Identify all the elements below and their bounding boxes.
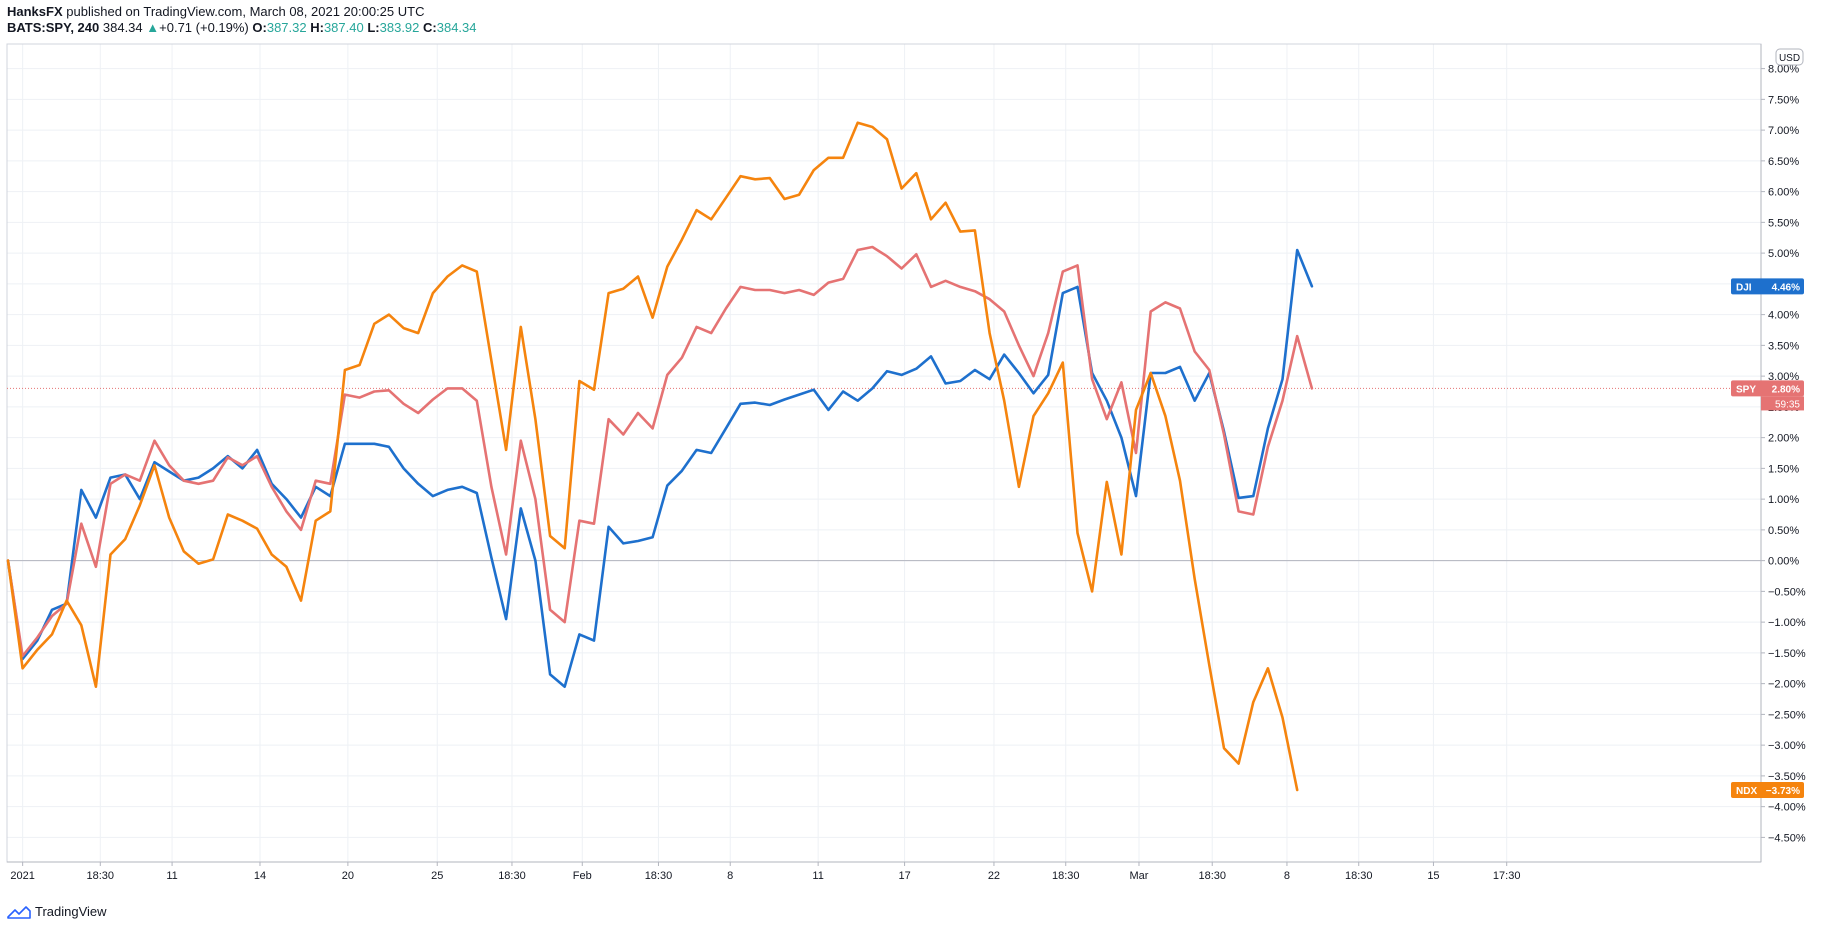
x-tick-label: 18:30 [645,870,673,882]
symbol-legend: BATS:SPY, 240 384.34 ▲+0.71 (+0.19%) O:3… [7,20,477,35]
x-tick-label: 18:30 [87,870,115,882]
x-tick-label: 18:30 [498,870,526,882]
plot-frame [6,43,1762,863]
series-lines [6,121,1314,792]
last-value-label-ndx[interactable]: NDX −3.73% [1731,782,1804,799]
published-text: published on TradingView.com, March 08, … [66,4,425,19]
y-tick-label: 0.00% [1768,556,1799,568]
x-tick-label: 17:30 [1493,870,1521,882]
time-axis: 2021 18:30 11 14 20 25 18:30 Feb 18:30 8 11 17 22 18:… [10,862,1520,882]
open-label: O: [252,20,267,35]
y-tick-label: −4.00% [1768,802,1806,814]
currency-label: USD [1779,53,1800,64]
series-last-value: −3.73% [1766,786,1800,797]
series-name: NDX [1736,786,1757,797]
price-axis: 8.00%7.50%7.00%6.50%6.00%5.50%5.00%4.50%… [1761,64,1806,844]
close-value: 384.34 [436,20,477,35]
series-line-dji[interactable] [6,248,1314,689]
y-tick-label: −1.00% [1768,617,1806,629]
x-tick-label: 15 [1427,870,1439,882]
x-tick-label: 18:30 [1198,870,1226,882]
y-tick-label: −3.50% [1768,771,1806,783]
y-tick-label: 0.50% [1768,525,1799,537]
publish-info: HanksFX published on TradingView.com, Ma… [7,4,424,19]
open-value: 387.32 [266,20,307,35]
symbol-name[interactable]: BATS:SPY, 240 [7,20,100,35]
y-tick-label: −4.50% [1768,832,1806,844]
y-tick-label: −2.00% [1768,679,1806,691]
x-tick-label: 2021 [10,870,34,882]
y-tick-label: 7.50% [1768,94,1799,106]
currency-badge[interactable]: USD [1775,48,1804,66]
x-tick-label: 17 [898,870,910,882]
countdown-label: 59:35 [1761,396,1804,411]
y-tick-label: 6.00% [1768,187,1799,199]
x-tick-label: Feb [573,870,592,882]
x-tick-label: 20 [342,870,354,882]
footer-brand[interactable]: TradingView [7,904,107,919]
series-name: SPY [1736,384,1756,395]
y-tick-label: 4.00% [1768,310,1799,322]
last-value-label-spy[interactable]: SPY 2.80% [1731,380,1804,397]
y-tick-label: 5.50% [1768,217,1799,229]
series-line-spy[interactable] [6,245,1314,658]
last-price: 384.34 [102,20,143,35]
y-tick-label: 3.00% [1768,371,1799,383]
x-tick-label: 11 [812,870,823,882]
x-tick-label: 18:30 [1052,870,1080,882]
x-tick-label: Mar [1130,870,1149,882]
y-tick-label: 8.00% [1768,64,1799,76]
up-arrow-icon: ▲ [146,20,160,35]
countdown-value: 59:35 [1775,399,1800,410]
x-tick-label: 14 [254,870,266,882]
high-label: H: [310,20,324,35]
y-tick-label: 7.00% [1768,125,1799,137]
series-line-ndx[interactable] [6,121,1299,792]
y-tick-label: 6.50% [1768,156,1799,168]
price-change: +0.71 (+0.19%) [159,20,249,35]
y-tick-label: −0.50% [1768,586,1806,598]
tradingview-logo-icon [7,905,31,919]
y-tick-label: −2.50% [1768,709,1806,721]
close-label: C: [423,20,437,35]
chart-grid [7,44,1761,862]
low-value: 383.92 [379,20,420,35]
series-last-value: 2.80% [1772,384,1800,395]
y-tick-label: 5.00% [1768,248,1799,260]
y-tick-label: 2.00% [1768,433,1799,445]
x-tick-label: 22 [988,870,1000,882]
y-tick-label: 1.50% [1768,463,1799,475]
series-last-value: 4.46% [1772,282,1800,293]
x-tick-label: 18:30 [1345,870,1373,882]
y-tick-label: −1.50% [1768,648,1806,660]
x-tick-label: 8 [727,870,733,882]
x-tick-label: 25 [431,870,443,882]
y-tick-label: 3.50% [1768,340,1799,352]
series-name: DJI [1736,282,1752,293]
x-tick-label: 8 [1284,870,1290,882]
brand-name: TradingView [35,904,107,919]
low-label: L: [367,20,380,35]
reference-lines [7,387,1761,562]
x-tick-label: 11 [166,870,177,882]
y-tick-label: 1.00% [1768,494,1799,506]
author-name[interactable]: HanksFX [7,4,63,19]
last-value-label-dji[interactable]: DJI 4.46% [1731,278,1804,295]
series-last-labels: DJI 4.46% SPY 2.80% 59:35 NDX −3.73% [1731,278,1804,799]
high-value: 387.40 [323,20,364,35]
y-tick-label: −3.00% [1768,740,1806,752]
